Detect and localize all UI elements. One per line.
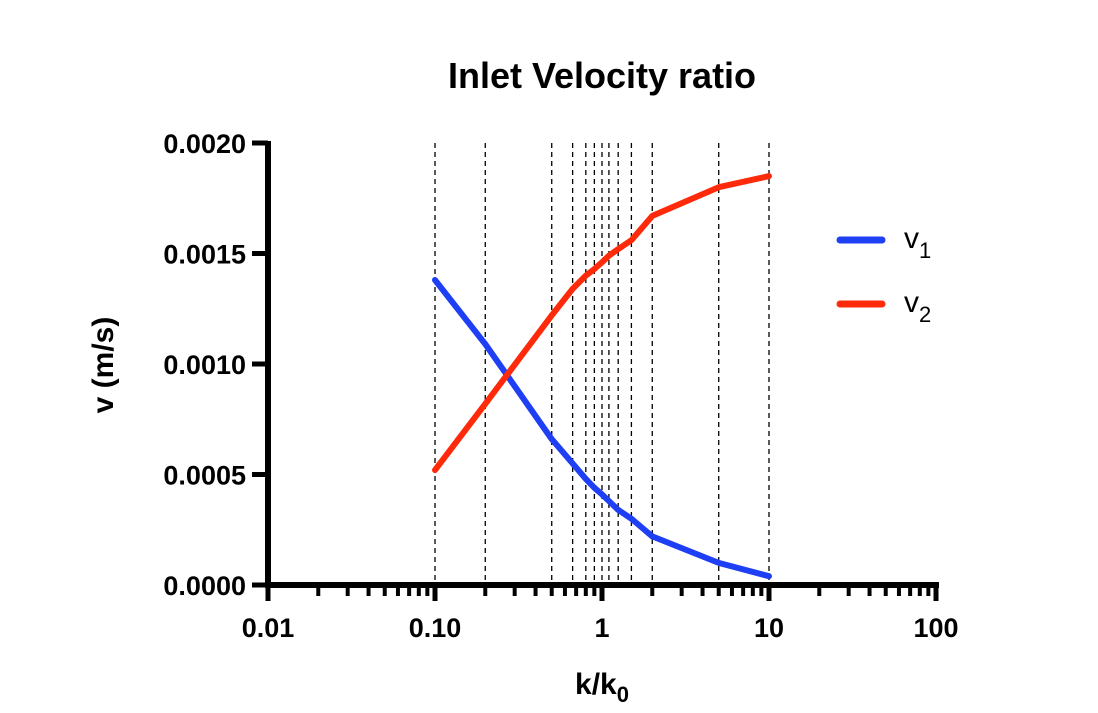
- x-axis-label: k/k0: [575, 668, 629, 707]
- series-layer: [432, 173, 772, 580]
- x-tick-label-4: 100: [913, 613, 958, 643]
- x-axis-label-main: k/k: [575, 668, 617, 701]
- y-tick-label-1: 0.0005: [163, 461, 246, 491]
- x-tick-label-0: 0.01: [242, 613, 295, 643]
- legend-label-subscript-1: 1: [919, 238, 931, 263]
- x-tick-label-3: 10: [754, 613, 784, 643]
- x-axis-ticks: 0.01 0.10 1 10 100: [242, 585, 959, 643]
- chart-title: Inlet Velocity ratio: [448, 55, 756, 96]
- y-axis-ticks: 0.0000 0.0005 0.0010 0.0015 0.0020: [163, 129, 268, 601]
- y-tick-label-2: 0.0010: [163, 350, 246, 380]
- x-tick-label-2: 1: [594, 613, 609, 643]
- series-line-2: [432, 173, 772, 474]
- y-tick-label-0: 0.0000: [163, 571, 246, 601]
- series-line-1: [432, 277, 772, 580]
- x-axis-label-subscript: 0: [617, 682, 629, 707]
- legend-label-main-1: v: [904, 222, 919, 255]
- legend-label-1: v1: [904, 222, 931, 263]
- legend-label-subscript-2: 2: [919, 302, 931, 327]
- y-tick-label-3: 0.0015: [163, 240, 246, 270]
- reference-lines: [434, 143, 770, 585]
- x-tick-label-1: 0.10: [409, 613, 462, 643]
- y-tick-label-4: 0.0020: [163, 129, 246, 159]
- legend-label-main-2: v: [904, 286, 919, 319]
- y-axis-label: v (m/s): [87, 317, 120, 414]
- legend-label-2: v2: [904, 286, 931, 327]
